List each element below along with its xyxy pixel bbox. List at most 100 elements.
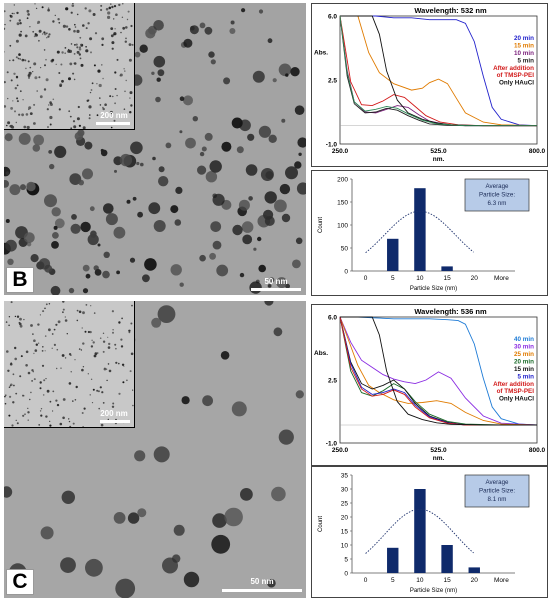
- x-tick-label: 20: [471, 577, 479, 584]
- y-tick-label: 2.5: [328, 78, 337, 85]
- nanoparticle: [9, 385, 12, 387]
- nanoparticle: [110, 3, 112, 5]
- nanoparticle: [81, 327, 83, 329]
- nanoparticle: [72, 72, 75, 75]
- nanoparticle: [96, 83, 98, 85]
- nanoparticle: [39, 410, 42, 412]
- nanoparticle: [94, 352, 98, 356]
- nanoparticle: [269, 277, 275, 283]
- nanoparticle: [153, 220, 166, 232]
- nanoparticle: [52, 20, 55, 23]
- nanoparticle: [62, 398, 66, 401]
- average-size-text: 6.3 nm: [488, 200, 507, 207]
- tem-image-b: 200 nm 50 nm B: [4, 3, 306, 295]
- nanoparticle: [121, 16, 124, 18]
- nanoparticle: [267, 284, 272, 288]
- nanoparticle: [34, 3, 36, 5]
- nanoparticle: [16, 22, 20, 26]
- nanoparticle: [74, 132, 84, 141]
- nanoparticle: [108, 6, 112, 10]
- panel-letter-c: C: [6, 569, 34, 595]
- nanoparticle: [12, 401, 15, 404]
- series-line: [339, 15, 537, 127]
- nanoparticle: [247, 133, 255, 141]
- nanoparticle: [174, 219, 182, 226]
- nanoparticle: [78, 310, 82, 314]
- average-size-text: Particle Size:: [479, 488, 515, 495]
- nanoparticle: [102, 350, 105, 353]
- x-tick-label: 525.0: [430, 447, 447, 454]
- nanoparticle: [50, 285, 61, 295]
- nanoparticle: [102, 270, 110, 279]
- nanoparticle: [19, 317, 22, 321]
- nanoparticle: [43, 49, 46, 51]
- nanoparticle: [179, 130, 183, 134]
- nanoparticle: [128, 329, 131, 332]
- nanoparticle: [189, 25, 199, 35]
- nanoparticle: [91, 82, 94, 85]
- nanoparticle: [46, 32, 48, 34]
- nanoparticle: [103, 367, 107, 371]
- nanoparticle: [85, 558, 103, 577]
- nanoparticle: [46, 108, 49, 111]
- nanoparticle: [31, 380, 33, 382]
- nanoparticle: [107, 363, 110, 365]
- nanoparticle: [41, 6, 44, 9]
- nanoparticle: [112, 331, 114, 334]
- x-tick-label: 20: [471, 275, 479, 282]
- nanoparticle: [98, 83, 102, 88]
- nanoparticle: [15, 75, 19, 79]
- nanoparticle: [60, 557, 76, 573]
- panel-c: 200 nm 50 nm C Wavelength: 536 nm 6.0 2.5 -…: [0, 300, 550, 602]
- nanoparticle: [36, 90, 38, 92]
- y-tick-label: 200: [337, 176, 348, 183]
- nanoparticle: [107, 11, 111, 15]
- nanoparticle: [132, 389, 134, 391]
- nanoparticle: [124, 70, 126, 72]
- nanoparticle: [16, 422, 19, 425]
- nanoparticle: [295, 390, 304, 399]
- nanoparticle: [61, 354, 65, 357]
- nanoparticle: [68, 353, 72, 356]
- nanoparticle: [111, 5, 114, 9]
- nanoparticle: [19, 375, 22, 378]
- y-tick-label: 0: [344, 570, 348, 577]
- nanoparticle: [54, 14, 56, 17]
- nanoparticle: [19, 322, 22, 326]
- nanoparticle: [12, 59, 15, 62]
- nanoparticle: [90, 305, 92, 307]
- nanoparticle: [77, 105, 80, 109]
- nanoparticle: [101, 37, 105, 41]
- nanoparticle: [134, 51, 141, 58]
- nanoparticle: [79, 36, 82, 39]
- nanoparticle: [11, 424, 14, 427]
- nanoparticle: [55, 399, 58, 402]
- nanoparticle: [67, 49, 71, 53]
- uvvis-title: Wavelength: 536 nm: [414, 307, 487, 316]
- nanoparticle: [42, 346, 44, 348]
- uvvis-plot-b: Wavelength: 532 nm 6.0 2.5 -1.0 Abs. 250.0 525…: [314, 6, 546, 163]
- nanoparticle: [62, 311, 64, 314]
- nanoparticle: [32, 371, 34, 373]
- nanoparticle: [110, 126, 113, 129]
- inset-scale-label-b: 200 nm: [100, 111, 128, 120]
- x-tick-label: 0: [364, 275, 368, 282]
- nanoparticle: [153, 20, 164, 31]
- nanoparticle: [8, 414, 11, 417]
- nanoparticle: [115, 347, 117, 350]
- nanoparticle: [60, 63, 63, 66]
- nanoparticle: [62, 416, 65, 420]
- nanoparticle: [258, 125, 271, 138]
- nanoparticle: [69, 62, 73, 66]
- nanoparticle: [81, 368, 84, 372]
- nanoparticle: [90, 51, 92, 54]
- nanoparticle: [78, 53, 82, 56]
- nanoparticle: [5, 321, 8, 323]
- legend-entry: Only HAuCl: [499, 80, 534, 87]
- nanoparticle: [267, 38, 273, 44]
- nanoparticle: [85, 304, 88, 306]
- nanoparticle: [13, 4, 15, 6]
- nanoparticle: [236, 146, 244, 154]
- nanoparticle: [82, 126, 86, 129]
- nanoparticle: [56, 403, 60, 407]
